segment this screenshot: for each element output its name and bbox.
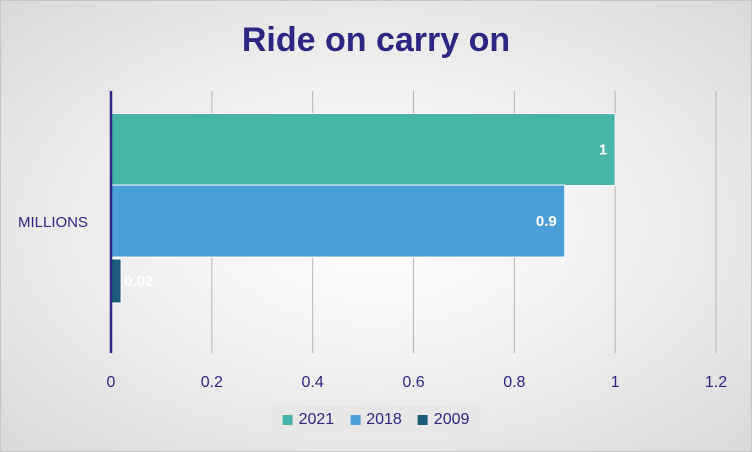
bars [110, 113, 616, 304]
x-tick-label: 0.4 [302, 374, 324, 391]
legend-swatch [350, 415, 361, 425]
legend-label: 2018 [366, 411, 402, 428]
legend-item-2009: 2009 [417, 411, 470, 429]
legend-item-2018: 2018 [350, 411, 402, 429]
x-tick-label: 0.8 [503, 374, 525, 391]
x-tick-label: 1.2 [705, 374, 727, 391]
x-tick-label: 0.6 [402, 374, 424, 391]
category-label: MILLIONS [18, 214, 88, 231]
category-labels: MILLIONS [18, 214, 88, 231]
data-label-2018: 0.9 [536, 213, 557, 230]
x-tick-label: 1 [611, 374, 620, 391]
legend-label: 2021 [298, 411, 335, 428]
legend-item-2021: 2021 [282, 411, 335, 429]
chart-title: Ride on carry on [241, 21, 511, 59]
legend-swatch [417, 415, 428, 425]
x-tick-labels: 0 0.2 0.4 0.6 0.8 1 1.2 [107, 374, 728, 391]
data-label-2009: 0.02 [124, 273, 153, 290]
data-labels: 1 0.9 0.02 [124, 142, 607, 290]
legend-label: 2009 [433, 411, 470, 428]
bar-2018 [110, 184, 566, 258]
bar-2009 [110, 258, 122, 304]
data-label-2021: 1 [599, 142, 607, 159]
bar-2021 [110, 113, 616, 187]
legend: 2021 2018 2009 [270, 406, 482, 434]
legend-swatch [282, 415, 293, 425]
x-tick-label: 0 [107, 374, 116, 391]
x-tick-label: 0.2 [201, 374, 223, 391]
